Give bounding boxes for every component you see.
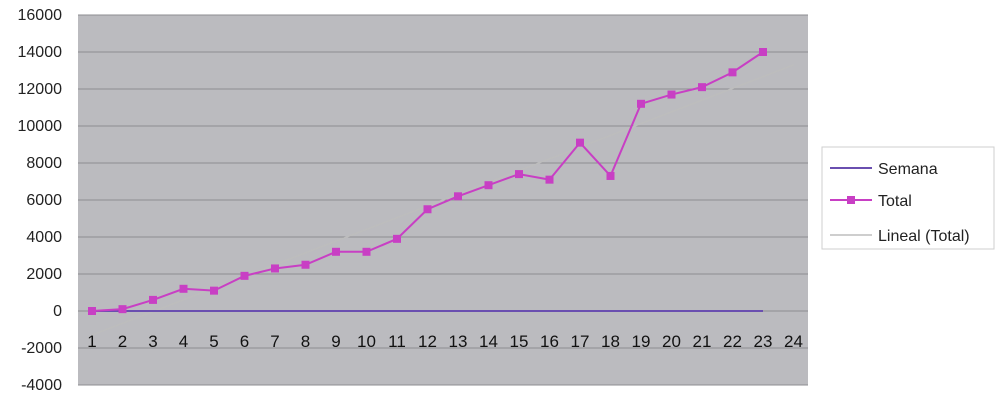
legend-label: Lineal (Total) [878,228,970,245]
data-point [484,181,493,190]
x-tick-label: 2 [118,332,127,351]
x-tick-label: 4 [179,332,188,351]
y-tick-label: 6000 [26,192,62,209]
y-axis-ticks: -4000 -2000 0 2000 4000 6000 8000 10000 12000 140… [18,7,63,394]
y-tick-label: 12000 [18,81,63,98]
legend-label: Semana [878,161,938,178]
x-tick-label: 18 [601,332,620,351]
legend-label: Total [878,193,912,210]
data-point [454,192,462,201]
y-tick-label: -4000 [21,377,62,394]
x-tick-label: 19 [632,332,651,351]
x-tick-label: 9 [331,332,340,351]
y-tick-label: 14000 [18,44,63,61]
x-tick-label: 14 [479,332,498,351]
data-point [515,170,523,179]
x-tick-label: 10 [357,332,376,351]
data-point [149,295,157,304]
x-tick-label: 20 [662,332,681,351]
x-tick-label: 6 [240,332,249,351]
x-tick-label: 23 [754,332,773,351]
x-tick-label: 5 [209,332,218,351]
data-point [393,234,401,243]
x-tick-label: 24 [784,332,803,351]
x-tick-label: 12 [418,332,437,351]
x-tick-label: 22 [723,332,742,351]
data-point [576,138,584,147]
legend-marker [847,196,855,204]
y-tick-label: 0 [53,303,62,320]
data-point [240,271,249,280]
data-point [698,83,706,92]
y-tick-label: -2000 [21,340,62,357]
x-tick-label: 21 [693,332,712,351]
data-point [728,68,737,77]
x-tick-label: 17 [571,332,590,351]
data-point [759,48,767,56]
x-tick-label: 3 [148,332,157,351]
data-point [423,205,432,214]
data-point [606,171,615,180]
data-point [210,286,218,295]
x-tick-label: 13 [449,332,468,351]
y-tick-label: 16000 [18,7,63,24]
y-tick-label: 4000 [26,229,62,246]
y-tick-label: 8000 [26,155,62,172]
y-tick-label: 2000 [26,266,62,283]
data-point [667,90,676,99]
data-point [637,99,645,108]
data-point [332,247,340,256]
data-point [301,260,310,269]
y-tick-label: 10000 [18,118,63,135]
legend: Semana Total Lineal (Total) [821,146,995,250]
x-tick-label: 7 [270,332,279,351]
data-point [362,247,371,256]
data-point [88,307,96,315]
data-point [545,175,554,184]
x-tick-label: 16 [540,332,559,351]
x-tick-label: 11 [388,332,406,351]
x-tick-label: 8 [301,332,310,351]
data-point [179,284,188,293]
x-tick-label: 1 [87,332,96,351]
x-tick-label: 15 [510,332,529,351]
data-point [118,305,127,314]
x-axis-ticks: 1 2 3 4 5 6 7 8 9 10 11 12 13 14 15 16 17 18 19 20 21 22 23 24 [87,332,803,351]
series-layer [88,48,794,336]
data-point [271,264,279,273]
